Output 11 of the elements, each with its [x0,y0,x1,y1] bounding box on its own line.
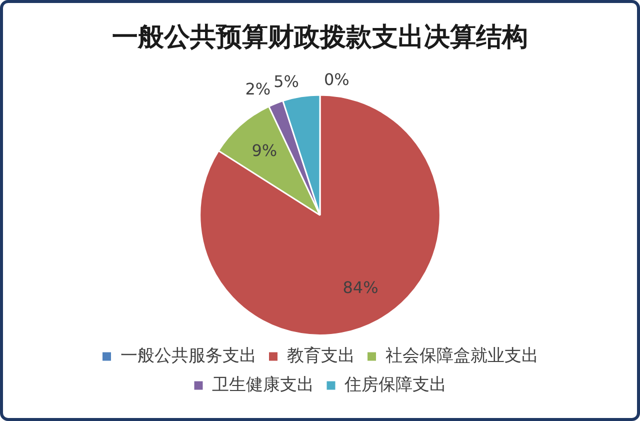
data-label: 2% [245,80,271,99]
legend-label: 住房保障支出 [344,374,446,395]
legend-label: 教育支出 [286,346,355,366]
chart-title: 一般公共预算财政拨款支出决算结构 [112,22,528,52]
data-label: 84% [342,278,378,297]
data-label: 5% [274,72,300,91]
data-label: 9% [252,141,278,160]
legend-label: 社会保障盒就业支出 [385,346,538,366]
legend-label: 卫生健康支出 [212,374,314,395]
legend-label: 一般公共服务支出 [120,346,256,366]
text: 0% [324,70,350,90]
